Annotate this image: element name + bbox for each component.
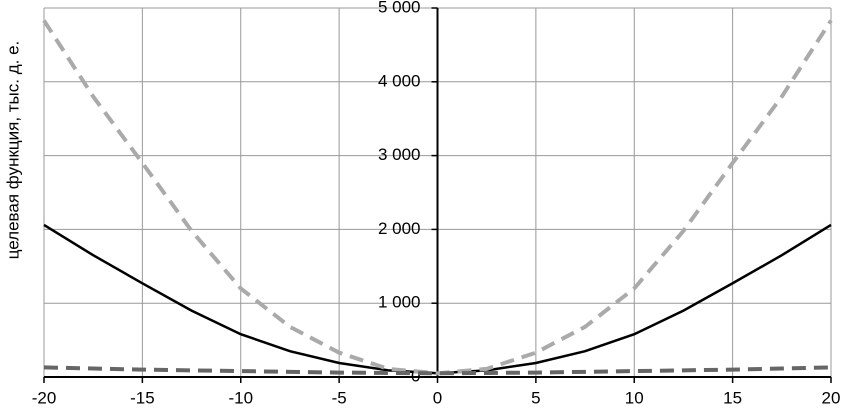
- x-tick-label: -20: [32, 388, 57, 407]
- x-tick-label: 0: [433, 388, 442, 407]
- y-tick-label: 4 000: [378, 71, 421, 90]
- x-tick-label: -5: [332, 388, 347, 407]
- x-tick-label: -10: [228, 388, 253, 407]
- y-axis-label: целевая функция, тыс. д. е.: [3, 41, 22, 260]
- y-tick-label: 5 000: [378, 0, 421, 16]
- y-tick-label: 1 000: [378, 293, 421, 312]
- y-tick-label: 2 000: [378, 219, 421, 238]
- x-tick-label: 5: [531, 388, 540, 407]
- line-series: [42, 19, 833, 376]
- x-tick-label: -15: [130, 388, 155, 407]
- y-tick-label: 0: [411, 366, 420, 385]
- y-tick-label: 3 000: [378, 145, 421, 164]
- x-tick-label: 20: [822, 388, 841, 407]
- x-tick-label: 10: [625, 388, 644, 407]
- x-tick-label: 15: [723, 388, 742, 407]
